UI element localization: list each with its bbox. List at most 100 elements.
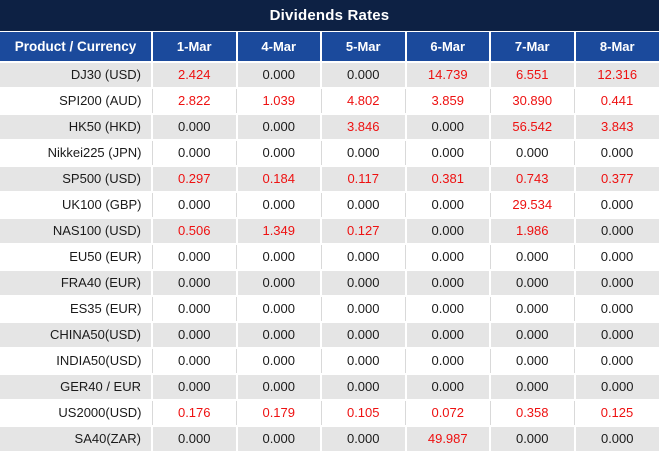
rate-cell: 0.000 (490, 140, 575, 166)
rate-cell: 1.986 (490, 218, 575, 244)
rate-cell: 0.000 (575, 426, 659, 452)
rate-cell: 0.000 (321, 374, 406, 400)
product-cell: SA40(ZAR) (0, 426, 152, 452)
rate-cell: 0.000 (406, 192, 491, 218)
rate-cell: 0.000 (321, 62, 406, 88)
rate-cell: 0.127 (321, 218, 406, 244)
rate-cell: 0.000 (237, 140, 322, 166)
rate-cell: 0.184 (237, 166, 322, 192)
rate-cell: 0.000 (237, 270, 322, 296)
rate-cell: 0.000 (575, 348, 659, 374)
date-column-header: 6-Mar (406, 32, 491, 62)
rate-cell: 0.000 (152, 348, 237, 374)
rate-cell: 0.105 (321, 400, 406, 426)
rate-cell: 14.739 (406, 62, 491, 88)
rate-cell: 3.846 (321, 114, 406, 140)
rate-cell: 0.000 (321, 140, 406, 166)
rate-cell: 0.000 (490, 270, 575, 296)
rate-cell: 1.039 (237, 88, 322, 114)
rate-cell: 0.000 (406, 348, 491, 374)
rate-cell: 2.822 (152, 88, 237, 114)
product-cell: US2000(USD) (0, 400, 152, 426)
rate-cell: 0.000 (152, 296, 237, 322)
rate-cell: 0.000 (575, 244, 659, 270)
rate-cell: 0.000 (490, 244, 575, 270)
rate-cell: 0.000 (490, 296, 575, 322)
rate-cell: 0.000 (152, 426, 237, 452)
product-cell: HK50 (HKD) (0, 114, 152, 140)
rate-cell: 0.000 (321, 192, 406, 218)
rate-cell: 0.441 (575, 88, 659, 114)
rate-cell: 3.843 (575, 114, 659, 140)
rate-cell: 0.000 (490, 322, 575, 348)
product-cell: ES35 (EUR) (0, 296, 152, 322)
rate-cell: 0.000 (152, 322, 237, 348)
rate-cell: 0.000 (321, 348, 406, 374)
product-cell: EU50 (EUR) (0, 244, 152, 270)
rate-cell: 0.000 (237, 348, 322, 374)
rate-cell: 0.000 (152, 374, 237, 400)
rate-cell: 0.000 (237, 322, 322, 348)
product-cell: GER40 / EUR (0, 374, 152, 400)
rate-cell: 0.000 (237, 114, 322, 140)
rate-cell: 0.000 (321, 322, 406, 348)
rate-cell: 0.000 (406, 296, 491, 322)
rate-cell: 0.000 (237, 296, 322, 322)
rate-cell: 0.000 (575, 192, 659, 218)
rate-cell: 0.381 (406, 166, 491, 192)
rate-cell: 0.000 (321, 244, 406, 270)
rate-cell: 0.000 (321, 426, 406, 452)
product-cell: SP500 (USD) (0, 166, 152, 192)
rate-cell: 3.859 (406, 88, 491, 114)
rate-cell: 0.000 (237, 244, 322, 270)
rate-cell: 0.000 (152, 270, 237, 296)
rate-cell: 0.743 (490, 166, 575, 192)
rate-cell: 0.000 (237, 374, 322, 400)
rate-cell: 0.000 (406, 140, 491, 166)
rate-cell: 4.802 (321, 88, 406, 114)
rate-cell: 0.000 (237, 426, 322, 452)
product-cell: SPI200 (AUD) (0, 88, 152, 114)
rate-cell: 0.000 (406, 322, 491, 348)
rate-cell: 56.542 (490, 114, 575, 140)
product-cell: NAS100 (USD) (0, 218, 152, 244)
date-column-header: 5-Mar (321, 32, 406, 62)
date-column-header: 4-Mar (237, 32, 322, 62)
rate-cell: 0.000 (575, 296, 659, 322)
rate-cell: 0.000 (237, 62, 322, 88)
rate-cell: 0.297 (152, 166, 237, 192)
rate-cell: 49.987 (406, 426, 491, 452)
product-cell: FRA40 (EUR) (0, 270, 152, 296)
rate-cell: 0.000 (575, 218, 659, 244)
rate-cell: 0.000 (575, 322, 659, 348)
rate-cell: 0.000 (237, 192, 322, 218)
product-cell: CHINA50(USD) (0, 322, 152, 348)
product-cell: INDIA50(USD) (0, 348, 152, 374)
rate-cell: 0.000 (152, 244, 237, 270)
rate-cell: 0.000 (152, 140, 237, 166)
rate-cell: 0.000 (406, 244, 491, 270)
rate-cell: 0.000 (490, 374, 575, 400)
rate-cell: 12.316 (575, 62, 659, 88)
rate-cell: 0.000 (152, 192, 237, 218)
rate-cell: 2.424 (152, 62, 237, 88)
rate-cell: 0.000 (406, 270, 491, 296)
product-currency-header: Product / Currency (0, 32, 152, 62)
